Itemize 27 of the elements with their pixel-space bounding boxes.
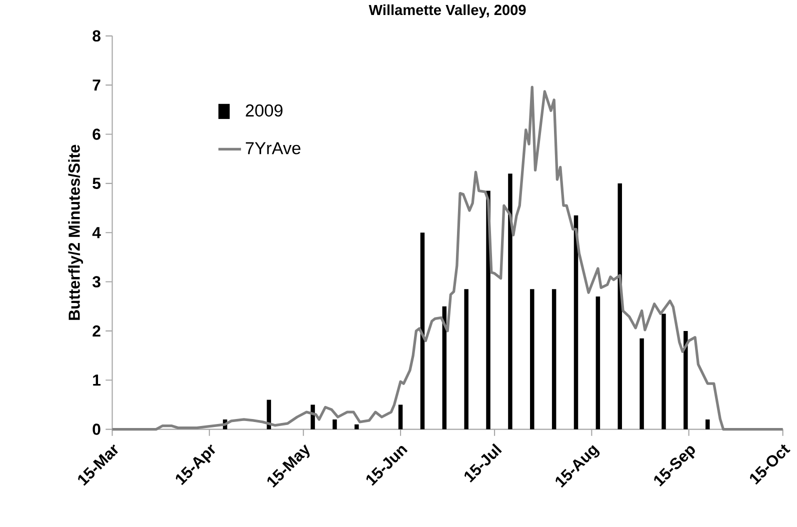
bar <box>662 314 666 430</box>
legend-label: 7YrAve <box>246 142 300 154</box>
bar <box>354 424 359 430</box>
bar <box>464 289 468 430</box>
bar <box>442 306 447 430</box>
bar <box>705 420 710 430</box>
bar <box>596 296 600 430</box>
y-axis-title: Butterfly/2 Minutes/Site <box>68 145 84 320</box>
bar <box>332 420 337 430</box>
chart-title: Willamette Valley, 2009 <box>368 4 526 18</box>
bar <box>398 404 403 430</box>
y-tick-label: 7 <box>92 80 100 91</box>
bar <box>640 338 644 430</box>
y-tick-label: 0 <box>92 424 100 436</box>
y-tick-label: 1 <box>93 374 101 386</box>
y-tick-label: 2 <box>92 326 100 337</box>
legend-label: 2009 <box>246 104 282 117</box>
y-tick-label: 6 <box>92 128 100 140</box>
bar <box>530 289 534 430</box>
y-tick-label: 4 <box>92 227 101 238</box>
bar <box>420 232 425 430</box>
bar <box>508 174 512 430</box>
bar <box>684 331 688 430</box>
bar <box>552 289 556 430</box>
y-tick-label: 3 <box>92 276 100 288</box>
y-tick-label: 8 <box>92 30 100 42</box>
y-tick-label: 5 <box>92 178 101 190</box>
